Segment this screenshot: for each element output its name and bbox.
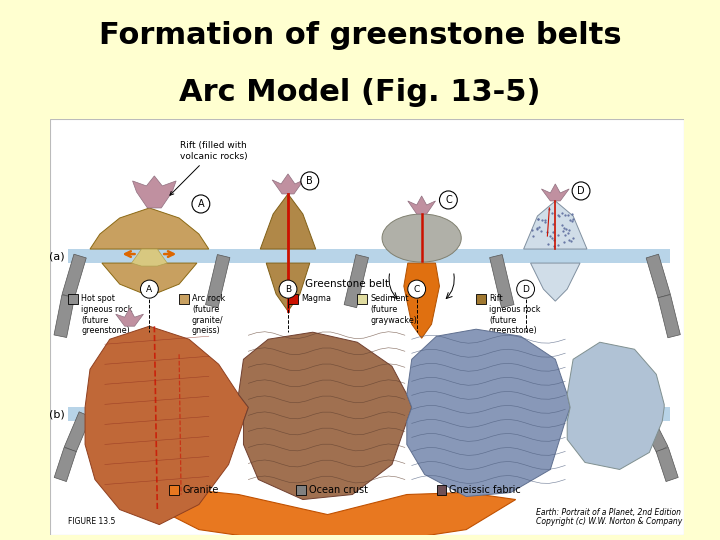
Circle shape [572, 182, 590, 200]
Circle shape [408, 280, 426, 298]
Polygon shape [261, 194, 316, 249]
Bar [476, 294, 486, 304]
Text: Arc rock
(future
granite/
gneiss): Arc rock (future granite/ gneiss) [192, 294, 225, 335]
Polygon shape [159, 490, 516, 540]
Ellipse shape [382, 214, 462, 262]
Bar [357, 294, 367, 304]
Polygon shape [541, 184, 570, 201]
Polygon shape [238, 332, 412, 500]
Polygon shape [85, 326, 248, 524]
Text: Arc Model (Fig. 13-5): Arc Model (Fig. 13-5) [179, 78, 541, 107]
Bar [68, 249, 670, 263]
Polygon shape [531, 263, 580, 301]
Text: Rift (filled with
volcanic rocks): Rift (filled with volcanic rocks) [170, 141, 248, 195]
Text: C: C [413, 285, 420, 294]
Polygon shape [54, 295, 75, 338]
Circle shape [192, 195, 210, 213]
Text: Magma: Magma [301, 294, 331, 303]
Polygon shape [64, 412, 91, 452]
Polygon shape [205, 254, 230, 308]
Text: Sediment
(future
graywacke): Sediment (future graywacke) [370, 294, 417, 325]
Polygon shape [639, 411, 668, 453]
Text: B: B [285, 285, 291, 294]
Circle shape [439, 191, 457, 209]
Text: Rift
igneous rock
(future
greenstone): Rift igneous rock (future greenstone) [489, 294, 541, 335]
Polygon shape [344, 254, 369, 308]
Bar [169, 484, 179, 495]
Bar [68, 407, 670, 421]
Polygon shape [272, 174, 304, 194]
Text: Ocean crust: Ocean crust [309, 484, 368, 495]
Bar [296, 484, 306, 495]
Text: D: D [522, 285, 529, 294]
Polygon shape [567, 342, 665, 469]
Polygon shape [658, 294, 680, 338]
Text: FIGURE 13.5: FIGURE 13.5 [68, 517, 116, 526]
Polygon shape [404, 263, 439, 338]
Polygon shape [102, 263, 197, 296]
Polygon shape [266, 263, 310, 311]
Polygon shape [490, 254, 514, 308]
Polygon shape [62, 254, 86, 298]
Text: Greenstone belt: Greenstone belt [305, 279, 390, 289]
Text: Earth: Portrait of a Planet, 2nd Edition: Earth: Portrait of a Planet, 2nd Edition [536, 508, 680, 517]
Polygon shape [408, 196, 436, 214]
Text: (b): (b) [48, 409, 64, 420]
Polygon shape [90, 208, 209, 249]
Bar [288, 294, 298, 304]
Text: (a): (a) [49, 251, 64, 261]
Polygon shape [646, 254, 670, 298]
Circle shape [517, 280, 534, 298]
Bar [68, 294, 78, 304]
Polygon shape [54, 447, 76, 482]
Text: C: C [445, 195, 451, 205]
Text: A: A [146, 285, 153, 294]
Circle shape [279, 280, 297, 298]
Text: D: D [577, 186, 585, 196]
Text: Granite: Granite [182, 484, 218, 495]
Text: Gneissic fabric: Gneissic fabric [449, 484, 521, 495]
Polygon shape [116, 308, 143, 326]
Polygon shape [132, 249, 167, 266]
Text: B: B [307, 176, 313, 186]
Text: A: A [197, 199, 204, 209]
Text: Copyright (c) W.W. Norton & Company: Copyright (c) W.W. Norton & Company [536, 517, 682, 526]
Polygon shape [656, 447, 678, 482]
Bar [179, 294, 189, 304]
Polygon shape [523, 201, 587, 249]
Polygon shape [407, 329, 570, 496]
Circle shape [140, 280, 158, 298]
Polygon shape [132, 176, 176, 208]
Bar [436, 484, 446, 495]
Text: Formation of greenstone belts: Formation of greenstone belts [99, 21, 621, 50]
Text: Hot spot
igneous rock
(future
greenstone): Hot spot igneous rock (future greenstone… [81, 294, 132, 335]
Circle shape [301, 172, 319, 190]
